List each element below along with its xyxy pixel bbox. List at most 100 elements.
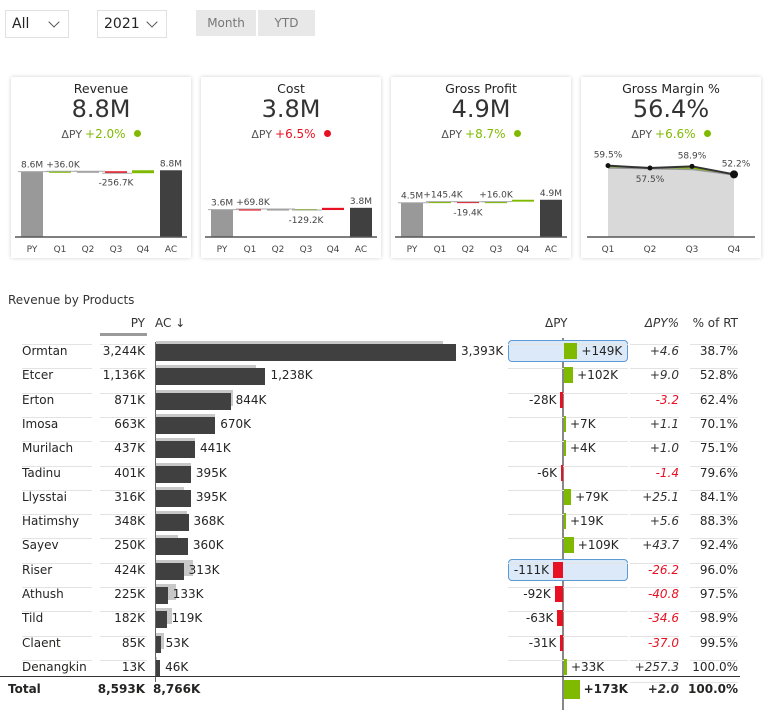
row-divider: [630, 635, 679, 637]
kpi-value: 8.8M: [71, 95, 131, 123]
percent-of-rt: 84.1%: [699, 489, 738, 504]
product-name: Denangkin: [22, 659, 87, 674]
row-highlight: [508, 558, 628, 581]
product-name: Tadinu: [22, 465, 61, 480]
delta-bar-positive: [564, 343, 578, 359]
py-value: 871K: [114, 392, 145, 407]
table-row[interactable]: Riser 424K 313K -111K -26.2 96.0%: [0, 558, 768, 583]
ac-bar: [156, 635, 161, 653]
percent-of-rt: 88.3%: [699, 514, 738, 529]
row-divider: [690, 368, 738, 370]
delta-py-percent: +257.3: [634, 659, 679, 674]
status-indicator-icon: [323, 130, 331, 137]
delta-bar-negative: [560, 391, 563, 408]
ytd-button[interactable]: YTD: [258, 10, 315, 36]
product-dropdown[interactable]: All: [5, 10, 69, 38]
header-ac[interactable]: AC ↓: [155, 316, 186, 330]
category-label: AC: [165, 245, 177, 255]
waterfall-label: +69.8K: [236, 198, 271, 208]
row-divider: [690, 587, 738, 588]
py-area: [608, 168, 734, 237]
kpi-value: 3.8M: [261, 95, 321, 123]
category-label: Q1: [54, 245, 67, 255]
product-name: Total: [8, 682, 41, 696]
total-row[interactable]: Total 8,593K 8,766K +173K +2.0 100.0%: [0, 676, 768, 702]
ac-bar: [156, 538, 188, 556]
waterfall-bar-py: [211, 209, 233, 237]
ac-bar: [156, 441, 195, 459]
row-divider: [690, 611, 738, 613]
delta-py-percent: -3.2: [655, 392, 679, 407]
kpi-card-gross-margin[interactable]: Gross Margin % 56.4% ΔPY +6.6% 59.5% Q1 57.5% Q…: [581, 77, 761, 258]
value-label: 52.2%: [722, 159, 751, 169]
waterfall-bar-py: [401, 202, 423, 237]
month-button[interactable]: Month: [196, 10, 256, 36]
row-divider: [22, 587, 92, 588]
table-row[interactable]: Imosa 663K 670K +7K +1.1 70.1%: [0, 413, 768, 437]
table-row[interactable]: Murilach 437K 441K +4K +1.0 75.1%: [0, 437, 768, 461]
kpi-card-gross-profit[interactable]: Gross Profit 4.9M ΔPY +8.7% 4.5M +145.4K -19.4…: [391, 77, 571, 258]
category-label: Q1: [244, 245, 257, 255]
delta-bar-positive: [564, 415, 566, 432]
category-label: Q1: [434, 245, 447, 255]
table-row[interactable]: Sayev 250K 360K +109K +43.7 92.4%: [0, 534, 768, 558]
row-divider: [690, 514, 738, 516]
ac-bar: [156, 587, 168, 604]
ac-bar: [156, 416, 216, 434]
ac-bar: [156, 659, 161, 677]
year-dropdown[interactable]: 2021: [97, 10, 167, 38]
waterfall-bar-q2: [267, 209, 289, 211]
table-row[interactable]: Ormtan 3,244K 3,393K +149K +4.6 38.7%: [0, 340, 768, 364]
row-divider: [100, 368, 147, 370]
table-row[interactable]: Erton 871K 844K -28K -3.2 62.4%: [0, 389, 768, 413]
ac-value: 1,238K: [270, 368, 313, 383]
delta-bar-negative: [561, 464, 563, 481]
table-row[interactable]: Tadinu 401K 395K -6K -1.4 79.6%: [0, 462, 768, 486]
category-label: Q2: [462, 245, 475, 255]
table-row[interactable]: Etcer 1,136K 1,238K +102K +9.0 52.8%: [0, 364, 768, 388]
ac-value: 46K: [165, 659, 189, 674]
table-row[interactable]: Llysstai 316K 395K +79K +25.1 84.1%: [0, 486, 768, 510]
table-row[interactable]: Hatimshy 348K 368K +19K +5.6 88.3%: [0, 510, 768, 534]
table-row[interactable]: Tild 182K 119K -63K -34.6 98.9%: [0, 607, 768, 631]
delta-label: ΔPY: [61, 128, 83, 141]
waterfall-label: -19.4K: [453, 209, 483, 219]
py-line: [607, 167, 735, 176]
delta-py-value: +149K: [581, 344, 623, 358]
kpi-card-cost[interactable]: Cost 3.8M ΔPY +6.5% 3.6M +69.8K -129.2K 3.8M PY Q…: [201, 77, 381, 258]
row-divider: [508, 587, 628, 588]
kpi-value: 56.4%: [632, 95, 710, 123]
waterfall-label: +145.4K: [423, 191, 463, 201]
ac-bar: [156, 562, 184, 580]
header-delta-py-percent[interactable]: ΔPY%: [644, 316, 679, 330]
waterfall-bar-ac: [160, 170, 182, 237]
ac-value: 3,393K: [461, 344, 504, 358]
header-py[interactable]: PY: [130, 316, 145, 330]
delta-label: ΔPY: [441, 128, 463, 141]
product-name: Murilach: [22, 441, 74, 456]
delta-label: ΔPY: [631, 128, 653, 141]
delta-bar-negative: [560, 634, 563, 651]
ac-value: 133K: [172, 587, 204, 601]
delta-bar-positive: [564, 658, 567, 675]
header-percent-of-rt[interactable]: % of RT: [692, 316, 738, 330]
row-divider: [690, 465, 738, 467]
row-divider: [690, 635, 738, 637]
row-divider: [508, 659, 628, 661]
py-value: 85K: [121, 635, 145, 650]
py-value: 437K: [114, 441, 145, 456]
table-row[interactable]: Claent 85K 53K -31K -37.0 99.5%: [0, 632, 768, 656]
kpi-card-revenue[interactable]: Revenue 8.8M ΔPY +2.0% 8.6M +36.0K -256.7K 8.8M…: [11, 77, 191, 258]
table-row[interactable]: Athush 225K 133K -92K -40.8 97.5%: [0, 583, 768, 607]
row-divider: [508, 416, 628, 418]
py-value: 250K: [114, 538, 145, 553]
table-row[interactable]: Denangkin 13K 46K +33K +257.3 100.0%: [0, 656, 768, 680]
row-divider: [22, 611, 92, 613]
delta-bar-positive: [564, 680, 580, 699]
header-delta-py[interactable]: ΔPY: [545, 316, 568, 330]
product-name: Claent: [22, 635, 61, 650]
delta-bar-positive: [564, 367, 574, 384]
row-divider: [22, 392, 92, 394]
percent-of-rt: 100.0%: [688, 682, 738, 696]
category-label: Q4: [327, 245, 340, 255]
